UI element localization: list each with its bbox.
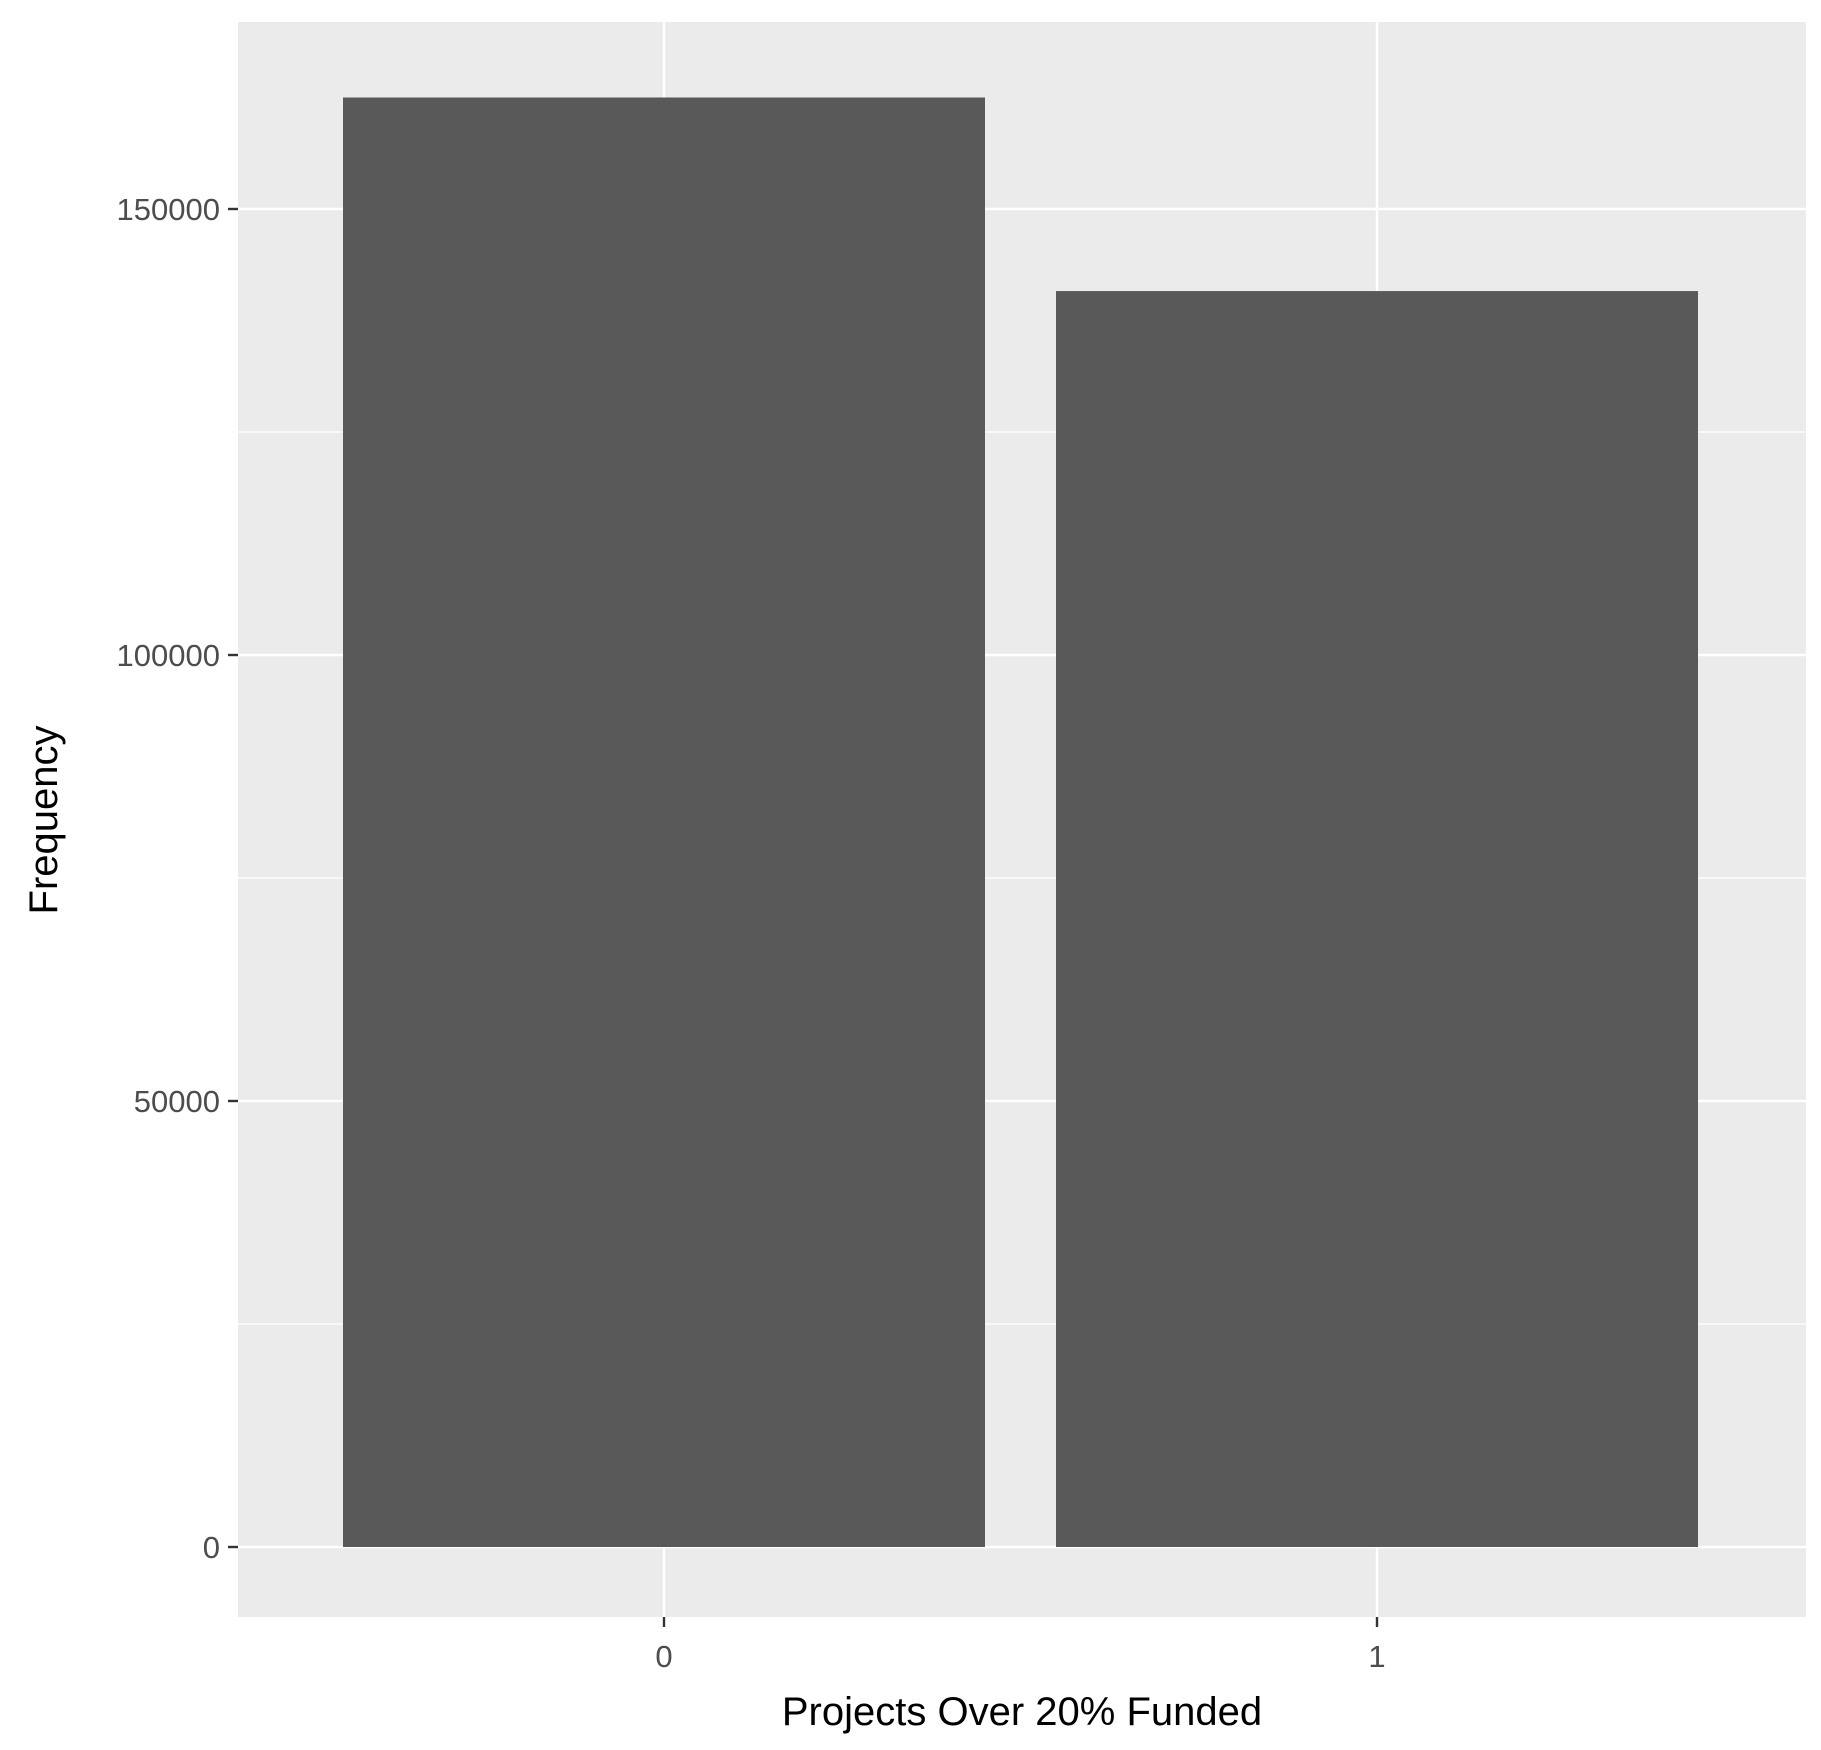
y-axis-title: Frequency xyxy=(22,726,66,915)
x-tick-label: 0 xyxy=(655,1639,672,1674)
x-tick-label: 1 xyxy=(1368,1639,1385,1674)
y-tick-label: 50000 xyxy=(134,1084,220,1119)
bar-1 xyxy=(1056,291,1698,1548)
x-axis-title: Projects Over 20% Funded xyxy=(782,1690,1262,1734)
bars xyxy=(343,97,1698,1548)
y-tick-label: 150000 xyxy=(117,192,220,227)
y-tick-label: 100000 xyxy=(117,638,220,673)
y-tick-label: 0 xyxy=(203,1530,220,1565)
y-axis: 0 50000 100000 150000 xyxy=(117,192,238,1565)
bar-0 xyxy=(343,97,985,1547)
